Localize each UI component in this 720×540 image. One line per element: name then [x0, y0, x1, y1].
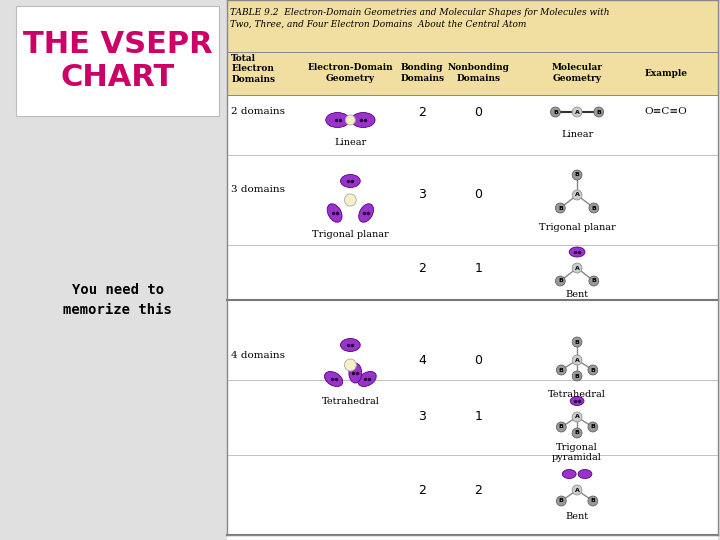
Ellipse shape — [325, 112, 349, 127]
Text: B: B — [590, 368, 595, 373]
Text: THE VSEPR
CHART: THE VSEPR CHART — [23, 30, 212, 92]
Ellipse shape — [562, 469, 576, 478]
Circle shape — [588, 365, 598, 375]
Text: Electron-Domain
Geometry: Electron-Domain Geometry — [307, 63, 393, 83]
Text: A: A — [575, 415, 580, 420]
Text: O≡C≡O: O≡C≡O — [644, 107, 687, 117]
Circle shape — [589, 203, 599, 213]
Text: Molecular
Geometry: Molecular Geometry — [552, 63, 603, 83]
Ellipse shape — [359, 204, 374, 222]
Text: 4: 4 — [418, 354, 426, 367]
Ellipse shape — [570, 247, 585, 257]
Ellipse shape — [570, 396, 584, 406]
Circle shape — [572, 263, 582, 273]
Text: 1: 1 — [474, 410, 482, 423]
Text: B: B — [591, 206, 596, 211]
Ellipse shape — [325, 372, 343, 387]
Circle shape — [344, 194, 356, 206]
Text: 1: 1 — [474, 261, 482, 274]
Text: 0: 0 — [474, 354, 482, 367]
Circle shape — [572, 355, 582, 365]
Text: B: B — [575, 340, 580, 345]
Text: B: B — [559, 424, 564, 429]
Text: B: B — [591, 279, 596, 284]
Ellipse shape — [349, 363, 361, 383]
Circle shape — [572, 190, 582, 200]
Text: B: B — [559, 498, 564, 503]
Text: B: B — [575, 374, 580, 379]
Ellipse shape — [341, 339, 360, 352]
Text: B: B — [558, 206, 563, 211]
Circle shape — [557, 365, 566, 375]
Circle shape — [572, 170, 582, 180]
Circle shape — [572, 337, 582, 347]
Text: 2: 2 — [418, 261, 426, 274]
Text: A: A — [575, 357, 580, 362]
Circle shape — [344, 359, 356, 371]
Ellipse shape — [578, 469, 592, 478]
Ellipse shape — [358, 372, 377, 387]
Text: B: B — [596, 110, 601, 114]
Text: 2: 2 — [418, 105, 426, 118]
Ellipse shape — [327, 204, 342, 222]
Text: Trigonal planar: Trigonal planar — [312, 230, 389, 239]
Text: B: B — [558, 279, 563, 284]
Text: Trigonal
pyramidal: Trigonal pyramidal — [552, 443, 602, 462]
Circle shape — [555, 203, 565, 213]
Text: 2 domains: 2 domains — [231, 107, 285, 117]
Text: B: B — [553, 110, 558, 114]
Text: 0: 0 — [474, 188, 482, 201]
Circle shape — [594, 107, 603, 117]
Text: 3: 3 — [418, 410, 426, 423]
Text: You need to
memorize this: You need to memorize this — [63, 284, 172, 317]
Text: 2: 2 — [418, 483, 426, 496]
Circle shape — [572, 485, 582, 495]
Text: Tetrahedral: Tetrahedral — [548, 390, 606, 399]
Text: A: A — [575, 192, 580, 198]
Text: 3: 3 — [418, 188, 426, 201]
Circle shape — [572, 412, 582, 422]
Text: Total
Electron
Domains: Total Electron Domains — [231, 54, 275, 84]
Text: 4 domains: 4 domains — [231, 350, 285, 360]
Text: A: A — [575, 266, 580, 271]
Text: B: B — [590, 424, 595, 429]
Text: TABLE 9.2  Electron-Domain Geometries and Molecular Shapes for Molecules with
Tw: TABLE 9.2 Electron-Domain Geometries and… — [230, 8, 610, 29]
Ellipse shape — [351, 112, 375, 127]
Text: 0: 0 — [474, 105, 482, 118]
Text: Bent: Bent — [565, 290, 589, 299]
Ellipse shape — [341, 174, 360, 187]
Circle shape — [588, 422, 598, 432]
Text: Example: Example — [644, 69, 688, 78]
FancyBboxPatch shape — [228, 0, 718, 540]
Text: 3 domains: 3 domains — [231, 186, 285, 194]
FancyBboxPatch shape — [228, 0, 718, 95]
Text: Linear: Linear — [561, 130, 593, 139]
Text: B: B — [575, 430, 580, 435]
Circle shape — [551, 107, 560, 117]
Circle shape — [557, 496, 566, 506]
Circle shape — [557, 422, 566, 432]
FancyBboxPatch shape — [228, 52, 718, 95]
Text: B: B — [590, 498, 595, 503]
Circle shape — [572, 428, 582, 438]
Text: Linear: Linear — [334, 138, 366, 147]
Text: Trigonal planar: Trigonal planar — [539, 223, 616, 232]
Circle shape — [572, 107, 582, 117]
FancyBboxPatch shape — [10, 0, 225, 540]
Text: Nonbonding
Domains: Nonbonding Domains — [448, 63, 510, 83]
Text: A: A — [575, 488, 580, 492]
Circle shape — [572, 371, 582, 381]
Circle shape — [555, 276, 565, 286]
Text: B: B — [575, 172, 580, 178]
Text: 2: 2 — [474, 483, 482, 496]
Circle shape — [588, 496, 598, 506]
Text: B: B — [559, 368, 564, 373]
Text: A: A — [575, 110, 580, 114]
Text: Bonding
Domains: Bonding Domains — [400, 63, 444, 83]
FancyBboxPatch shape — [17, 6, 220, 116]
Text: Bent: Bent — [565, 512, 589, 521]
Circle shape — [589, 276, 599, 286]
Text: Tetrahedral: Tetrahedral — [321, 397, 379, 406]
Circle shape — [346, 115, 355, 125]
